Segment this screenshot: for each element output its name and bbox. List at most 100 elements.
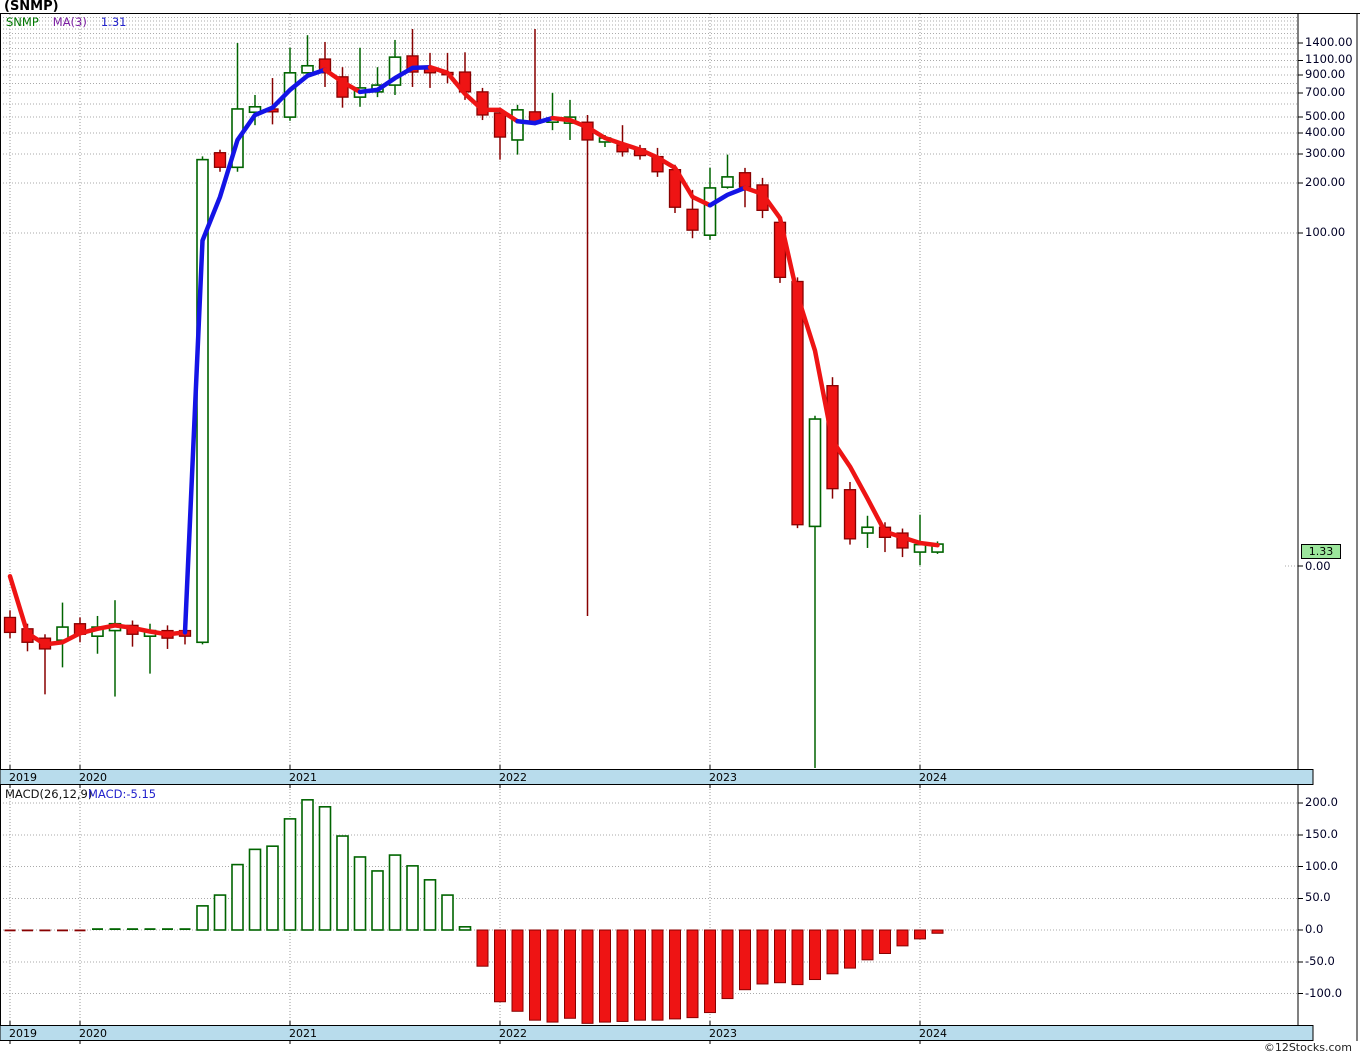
candle-body xyxy=(686,208,699,231)
ma-segment xyxy=(357,64,433,95)
macd-year-strip xyxy=(0,1025,1314,1041)
macd-bar xyxy=(931,929,944,934)
year-label: 2022 xyxy=(499,771,527,784)
candle-body xyxy=(721,176,734,188)
ma-segment xyxy=(742,185,940,548)
legend-ma-label: MA(3) xyxy=(52,15,87,29)
candle-body xyxy=(703,187,717,236)
macd-bar xyxy=(669,929,681,1020)
macd-bar xyxy=(511,929,524,1012)
macd-bar xyxy=(721,929,734,1000)
watermark: ©12Stocks.com xyxy=(1263,1041,1352,1054)
price-chart-legend: SNMP MA(3) 1.31 xyxy=(6,15,126,29)
macd-bar xyxy=(283,818,297,931)
candle-body xyxy=(738,172,752,188)
macd-bar xyxy=(248,848,262,931)
price-axis-label: 500.00 xyxy=(1305,109,1346,124)
macd-axis-label: 0.0 xyxy=(1305,922,1324,936)
ma-segment xyxy=(707,185,748,208)
macd-bar xyxy=(213,894,227,931)
price-axis-label: 100.00 xyxy=(1305,225,1346,239)
macd-bar xyxy=(22,929,33,932)
candle-body xyxy=(318,58,332,74)
macd-bar xyxy=(739,929,751,991)
macd-bar xyxy=(301,799,314,931)
ma-segment xyxy=(7,574,188,647)
macd-axis-label: -50.0 xyxy=(1305,953,1335,968)
macd-bar xyxy=(914,929,926,940)
macd-legend-params: MACD(26,12,9) xyxy=(5,787,93,801)
macd-bar xyxy=(127,928,138,930)
year-label: 2023 xyxy=(709,1027,737,1040)
axes-and-strips xyxy=(0,13,1360,1044)
macd-bar xyxy=(109,928,121,930)
macd-bar xyxy=(564,929,576,1019)
year-label: 2020 xyxy=(79,771,107,784)
macd-bar xyxy=(57,929,68,932)
macd-bar xyxy=(599,929,611,1023)
macd-bar xyxy=(476,929,489,967)
macd-bar xyxy=(494,929,506,1003)
macd-bar xyxy=(179,928,191,930)
candle-body xyxy=(388,56,402,86)
macd-bar xyxy=(896,929,909,947)
macd-bar xyxy=(74,929,86,932)
macd-bar xyxy=(406,865,419,931)
macd-bar xyxy=(458,926,472,931)
price-axis-label: 1400.00 xyxy=(1305,34,1353,49)
ma-segment xyxy=(550,115,713,208)
macd-bar xyxy=(546,929,559,1023)
macd-bar xyxy=(844,929,856,969)
year-label: 2024 xyxy=(919,1027,947,1040)
candle-body xyxy=(808,418,822,528)
candle-body xyxy=(213,152,227,168)
macd-axis-label: 200.0 xyxy=(1305,795,1338,809)
macd-bar xyxy=(353,856,367,931)
macd-bar xyxy=(388,854,402,931)
ma-segment xyxy=(322,67,363,95)
year-label: 2022 xyxy=(499,1027,527,1040)
macd-bar xyxy=(651,929,664,1021)
macd-bar xyxy=(318,806,332,931)
year-label: 2021 xyxy=(289,771,317,784)
macd-bar xyxy=(162,928,173,930)
macd-bar xyxy=(686,929,699,1019)
macd-bar xyxy=(371,870,384,931)
macd-legend-value: MACD:-5.15 xyxy=(88,787,157,801)
candle-body xyxy=(248,105,262,114)
macd-bar xyxy=(634,929,646,1021)
macd-bar xyxy=(616,929,629,1022)
ma-line xyxy=(7,64,940,647)
macd-bar xyxy=(441,894,454,931)
macd-bar xyxy=(196,905,209,931)
macd-bar xyxy=(92,928,103,930)
macd-bar xyxy=(581,929,594,1024)
year-label: 2019 xyxy=(9,771,37,784)
price-year-strip xyxy=(0,769,1314,785)
candles-layer xyxy=(3,28,944,768)
macd-bar xyxy=(861,929,874,961)
macd-bar xyxy=(791,929,804,986)
ma-segment xyxy=(427,64,520,124)
candle-body xyxy=(406,55,419,73)
macd-bar xyxy=(266,845,279,931)
macd-bar xyxy=(826,929,839,975)
legend-ma-value: 1.31 xyxy=(100,15,127,29)
candle-body xyxy=(3,616,17,634)
macd-bar xyxy=(39,929,51,932)
year-label: 2024 xyxy=(919,771,947,784)
year-label: 2020 xyxy=(79,1027,107,1040)
macd-axis-label: 150.0 xyxy=(1305,826,1338,841)
candle-body xyxy=(843,489,857,540)
macd-bar xyxy=(144,928,156,930)
macd-bar xyxy=(231,863,244,931)
year-label: 2021 xyxy=(289,1027,317,1040)
price-axis-label: 1100.00 xyxy=(1305,52,1353,67)
candle-body xyxy=(301,64,314,74)
macd-bar xyxy=(774,929,786,984)
macd-bar xyxy=(756,929,769,985)
price-axis-label: 400.00 xyxy=(1305,125,1346,140)
price-axis-label: 200.00 xyxy=(1305,175,1346,190)
